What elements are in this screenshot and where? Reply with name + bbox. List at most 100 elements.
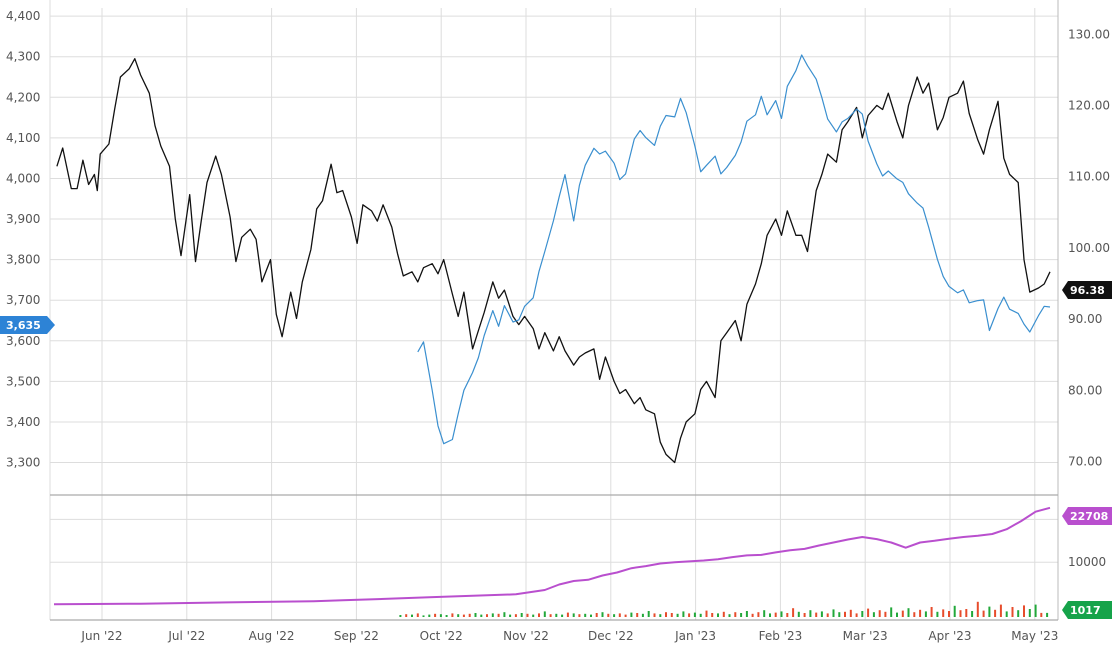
- left-tick-label: 4,300: [6, 50, 40, 64]
- volume-bar: [705, 610, 708, 617]
- volume-bar: [636, 613, 639, 617]
- volume-bar: [982, 610, 985, 617]
- volume-bar: [948, 611, 950, 617]
- volume-bar: [924, 611, 927, 617]
- volume-bar: [826, 613, 829, 617]
- volume-bar: [861, 611, 864, 617]
- series-line-blue: [417, 54, 1051, 445]
- volume-bar: [572, 613, 575, 617]
- volume-bar: [890, 607, 893, 617]
- left-tick-label: 3,700: [6, 293, 40, 307]
- volume-bar: [670, 613, 673, 617]
- volume-bar: [451, 613, 454, 617]
- volume-bar: [422, 615, 425, 617]
- volume-bar: [520, 613, 523, 617]
- volume-bar: [942, 609, 945, 617]
- volume-bar: [601, 612, 604, 617]
- volume-bar: [411, 614, 413, 617]
- volume-bar: [445, 615, 448, 617]
- badge-lower-line-text: 22708: [1070, 510, 1108, 523]
- left-axis-ticks: 3,300 3,400 3,500 3,600 3,700 3,800 3,900 4,000…: [6, 9, 40, 469]
- right-tick-label: 130.00: [1068, 27, 1110, 41]
- volume-bar: [641, 613, 644, 617]
- volume-bar: [474, 613, 477, 617]
- volume-bar: [699, 613, 702, 617]
- left-tick-label: 3,300: [6, 456, 40, 470]
- volume-bar: [555, 613, 558, 617]
- volume-bar: [514, 614, 517, 617]
- left-tick-label: 3,500: [6, 374, 40, 388]
- badge-lower-bar-shape: [1062, 601, 1112, 619]
- badge-lower-bar-text: 1017: [1070, 604, 1101, 617]
- volume-bar: [763, 610, 766, 617]
- volume-bar: [820, 611, 823, 617]
- volume-bar: [607, 613, 610, 617]
- volume-bar: [538, 613, 540, 617]
- volume-bar: [769, 613, 771, 617]
- x-tick-label: Jul '22: [167, 629, 205, 643]
- volume-bar: [416, 613, 419, 617]
- volume-bar: [711, 613, 714, 617]
- volume-bar: [976, 601, 979, 617]
- volume-bar: [399, 615, 402, 617]
- left-tick-label: 3,800: [6, 253, 40, 267]
- volume-bar: [913, 612, 916, 617]
- volume-bar: [578, 614, 581, 617]
- left-tick-label: 4,100: [6, 131, 40, 145]
- right-tick-label: 80.00: [1068, 383, 1102, 397]
- price-gridlines: [50, 15, 1058, 464]
- x-tick-label: Apr '23: [928, 629, 971, 643]
- volume-bar: [988, 606, 991, 617]
- badge-left-price-shape: [0, 316, 55, 334]
- volume-bar: [561, 614, 564, 617]
- volume-bar: [728, 614, 731, 617]
- volume-bar: [907, 608, 910, 617]
- volume-bar: [757, 612, 760, 617]
- volume-bar: [428, 614, 431, 617]
- volume-bar: [971, 611, 974, 617]
- month-gridlines: [101, 8, 1036, 620]
- volume-bar: [855, 613, 858, 617]
- volume-bar: [734, 612, 737, 617]
- volume-bar: [809, 610, 812, 617]
- badge-right-price-text: 96.38: [1070, 284, 1105, 297]
- volume-bar: [751, 613, 754, 617]
- volume-bar: [965, 609, 968, 617]
- badge-lower-line-shape: [1062, 507, 1112, 525]
- series-lines: [53, 54, 1051, 606]
- volume-bar: [936, 611, 939, 617]
- volume-bar: [884, 611, 887, 617]
- volume-bar: [919, 609, 922, 617]
- volume-bar: [872, 612, 875, 617]
- volume-bar: [849, 609, 852, 617]
- volume-bar: [405, 614, 408, 617]
- x-tick-label: Feb '23: [759, 629, 803, 643]
- volume-bar: [526, 613, 529, 617]
- volume-bars: [399, 601, 1049, 617]
- right-tick-label: 120.00: [1068, 99, 1110, 113]
- volume-bar: [994, 609, 997, 617]
- right-axis-ticks: 70.00 80.00 90.00 100.00 110.00 120.00 130.00: [1068, 27, 1110, 468]
- volume-bar: [838, 612, 841, 617]
- volume-bar: [468, 613, 471, 617]
- value-badges: 3,635 96.38 22708 1017: [0, 281, 1112, 619]
- volume-bar: [647, 611, 650, 617]
- x-tick-label: Jan '23: [674, 629, 716, 643]
- left-tick-label: 3,400: [6, 415, 40, 429]
- series-line-black: [56, 58, 1051, 464]
- volume-bar: [665, 612, 667, 617]
- volume-bar: [653, 613, 656, 617]
- volume-bar: [774, 612, 777, 617]
- volume-bar: [491, 613, 494, 617]
- right-tick-label: 90.00: [1068, 312, 1102, 326]
- volume-bar: [832, 609, 835, 617]
- left-tick-label: 4,000: [6, 171, 40, 185]
- left-tick-label: 3,600: [6, 334, 40, 348]
- volume-bar: [844, 611, 846, 617]
- volume-bar: [439, 614, 442, 617]
- volume-bar: [590, 614, 592, 617]
- volume-bar: [613, 614, 616, 617]
- lower-gridlines: [50, 518, 1058, 563]
- volume-bar: [999, 604, 1002, 617]
